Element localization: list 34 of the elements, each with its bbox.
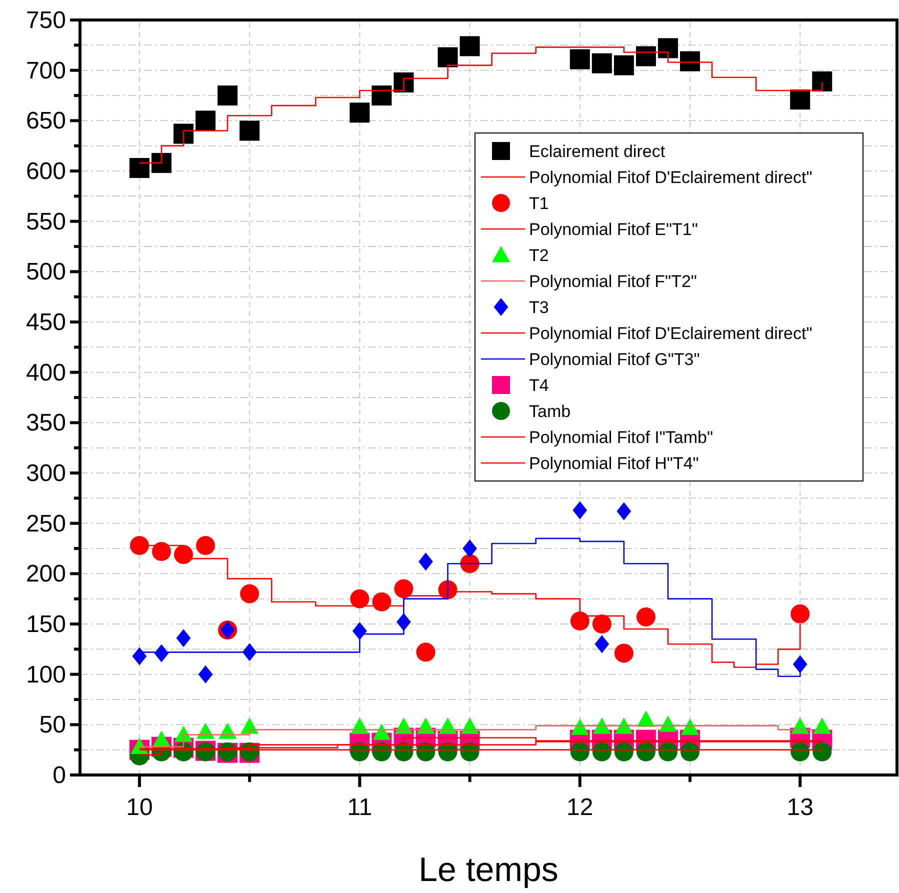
x-axis-title: Le temps xyxy=(418,851,558,889)
y-tick-label: 650 xyxy=(26,108,66,135)
x-tick-label: 11 xyxy=(347,794,372,821)
y-tick-label: 200 xyxy=(26,560,66,588)
legend-label: Eclairement direct xyxy=(529,142,666,161)
y-tick-label: 550 xyxy=(26,208,66,236)
legend-label: Tamb xyxy=(529,402,571,421)
y-tick-label: 150 xyxy=(26,611,66,638)
y-tick-label: 700 xyxy=(26,57,66,84)
legend-label: Polynomial Fitof H"T4" xyxy=(529,454,699,473)
y-tick-label: 450 xyxy=(26,309,66,336)
legend-label: T3 xyxy=(529,298,549,317)
x-tick-label: 12 xyxy=(566,794,594,821)
legend-label: Polynomial Fitof G"T3" xyxy=(529,350,700,369)
y-tick-label: 250 xyxy=(26,510,66,538)
y-tick-label: 50 xyxy=(39,712,66,739)
legend-label: Polynomial Fitof E"T1" xyxy=(529,220,698,239)
y-tick-label: 600 xyxy=(26,158,66,185)
legend-label: Polynomial Fitof D'Eclairement direct" xyxy=(529,324,812,343)
legend-label: Polynomial Fitof I"Tamb" xyxy=(529,428,714,447)
y-tick-label: 0 xyxy=(52,762,66,789)
legend-label: T1 xyxy=(529,194,549,213)
y-tick-label: 750 xyxy=(26,7,66,34)
y-tick-label: 500 xyxy=(26,258,66,286)
y-tick-label: 400 xyxy=(26,359,66,386)
y-tick-label: 350 xyxy=(26,410,66,437)
legend-label: Polynomial Fitof F"T2" xyxy=(529,272,697,291)
x-tick-label: 13 xyxy=(786,794,814,821)
x-tick-label: 10 xyxy=(126,794,153,821)
y-tick-label: 100 xyxy=(26,661,66,688)
legend-label: T2 xyxy=(529,246,549,265)
legend-label: T4 xyxy=(529,376,549,395)
legend-label: Polynomial Fitof D'Eclairement direct" xyxy=(529,168,812,187)
y-tick-label: 300 xyxy=(26,460,66,487)
